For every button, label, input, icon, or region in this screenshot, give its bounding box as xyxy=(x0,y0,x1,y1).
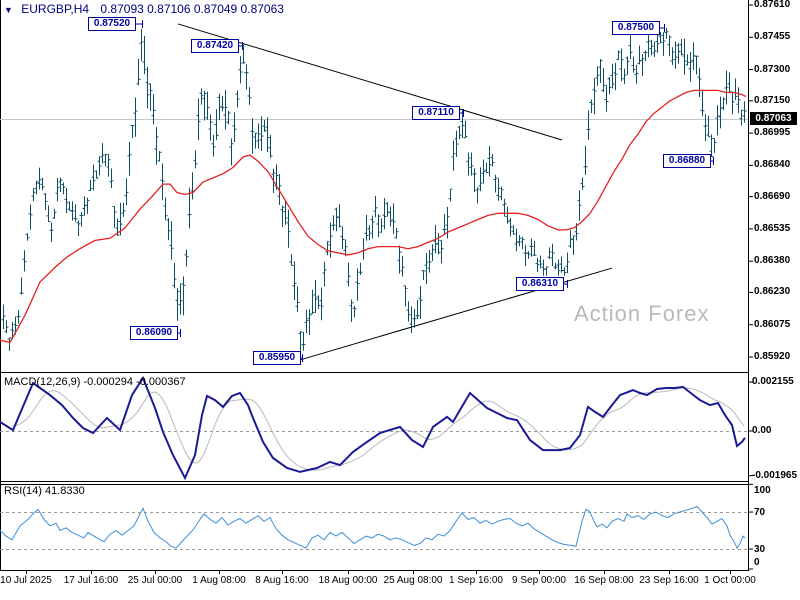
price-axis-label: 0.86690 xyxy=(754,190,791,202)
symbol-title: EURGBP,H4 xyxy=(21,2,90,16)
price-axis-label: 0.86840 xyxy=(754,159,791,171)
watermark: Action Forex xyxy=(574,301,710,326)
date-axis-label: 10 Jul 2025 xyxy=(0,575,52,586)
price-axis-label: 0.86380 xyxy=(754,255,791,267)
macd-axis-label: 0.00 xyxy=(752,425,772,436)
price-axis-label: 0.87455 xyxy=(754,31,791,43)
date-axis-label: 1 Aug 08:00 xyxy=(192,575,246,586)
price-axis-label: 0.87150 xyxy=(754,94,791,106)
price-annotation: 0.85950 xyxy=(253,351,301,365)
ohlc-values: 0.87093 0.87106 0.87049 0.87063 xyxy=(100,2,284,16)
rsi-axis-label: 100 xyxy=(754,485,771,496)
date-axis-label: 1 Sep 16:00 xyxy=(449,575,503,586)
price-axis-label: 0.87610 xyxy=(754,0,791,10)
date-axis-label: 1 Oct 00:00 xyxy=(704,575,756,586)
ma-line xyxy=(0,89,747,344)
current-price-tag: 0.87063 xyxy=(750,112,797,125)
rsi-indicator-label: RSI(14) 41.8330 xyxy=(4,485,85,497)
date-axis-label: 23 Sep 16:00 xyxy=(639,575,699,586)
macd-axis-label: 0.002155 xyxy=(752,376,794,388)
price-annotation: 0.86310 xyxy=(516,277,564,291)
rsi-axis-label: 70 xyxy=(754,507,766,519)
date-axis-label: 9 Sep 00:00 xyxy=(512,575,566,586)
date-axis-label: 17 Jul 16:00 xyxy=(63,575,119,586)
price-annotation: 0.86880 xyxy=(663,154,711,168)
price-axis-label: 0.86075 xyxy=(754,318,791,330)
rsi-axis-label: 30 xyxy=(754,544,766,556)
price-annotation: 0.86090 xyxy=(130,326,178,340)
macd-indicator-label: MACD(12,26,9) -0.000294 -0.000367 xyxy=(4,376,186,388)
date-axis-label: 16 Sep 08:00 xyxy=(574,575,634,586)
price-annotation: 0.87420 xyxy=(191,39,239,53)
date-axis-label: 25 Aug 08:00 xyxy=(383,575,443,586)
date-axis-label: 8 Aug 16:00 xyxy=(255,575,309,586)
rsi-line xyxy=(0,505,746,550)
price-axis-label: 0.85920 xyxy=(754,351,791,362)
price-axis-label: 0.86535 xyxy=(754,222,791,234)
macd-line xyxy=(0,375,746,481)
macd-signal-line xyxy=(11,387,745,471)
date-axis-label: 18 Aug 00:00 xyxy=(318,575,378,586)
chart-header: ▼ EURGBP,H4 0.87093 0.87106 0.87049 0.87… xyxy=(4,2,284,16)
price-annotation: 0.87500 xyxy=(612,21,660,35)
price-annotation: 0.87520 xyxy=(88,17,136,31)
price-axis-label: 0.87300 xyxy=(754,63,791,75)
symbol-marker-icon: ▼ xyxy=(4,5,13,15)
price-annotation: 0.87110 xyxy=(412,106,460,120)
price-axis-label: 0.86995 xyxy=(754,127,791,139)
rsi-axis-label: 0 xyxy=(754,557,760,568)
macd-axis-label: -0.001965 xyxy=(752,469,798,481)
date-axis-label: 25 Jul 00:00 xyxy=(127,575,183,586)
price-axis-label: 0.86230 xyxy=(754,286,791,298)
